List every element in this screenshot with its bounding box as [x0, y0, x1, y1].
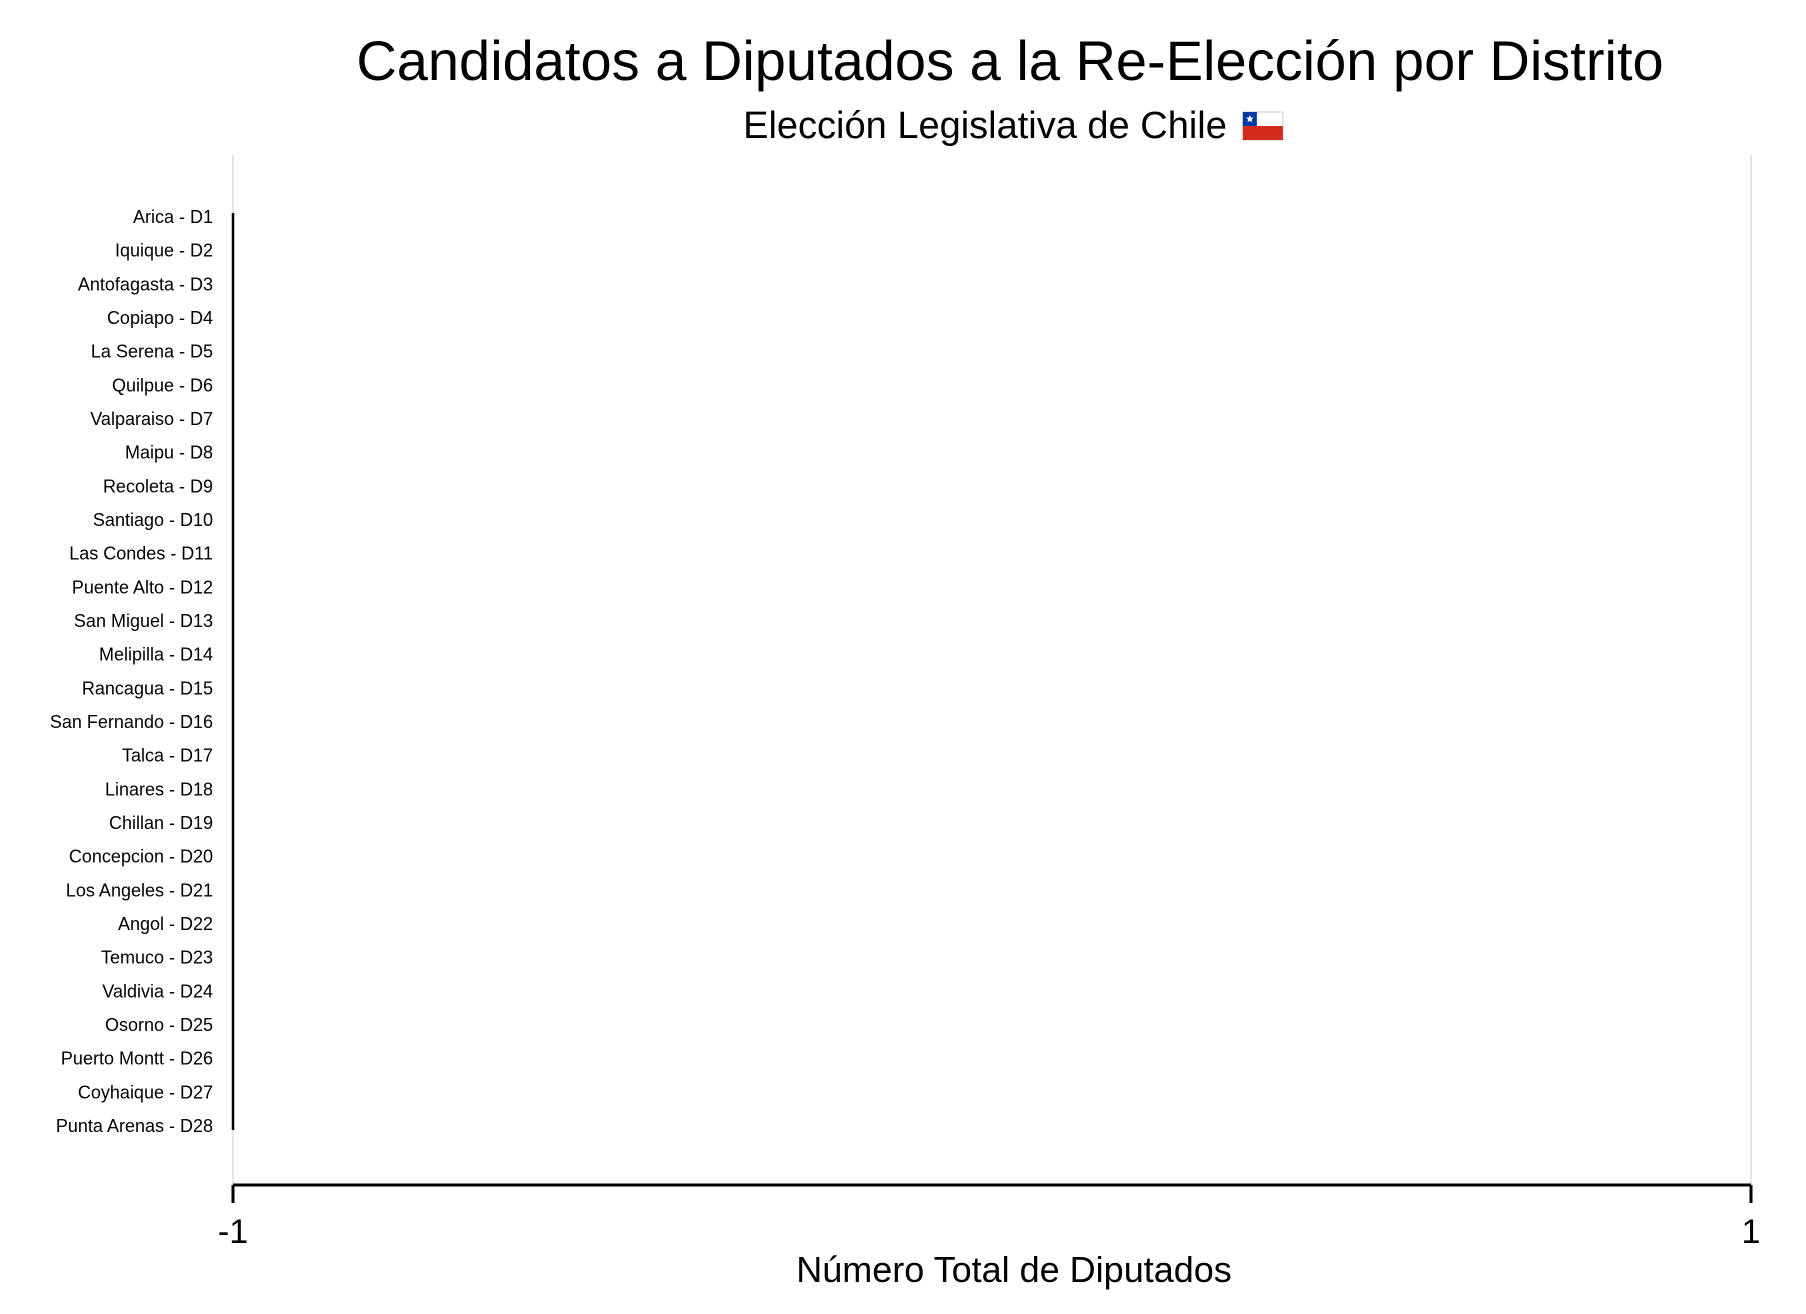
category-label: Arica - D1 [133, 207, 213, 227]
chart-title: Candidatos a Diputados a la Re-Elección … [356, 29, 1663, 92]
category-label: Coyhaique - D27 [78, 1082, 213, 1102]
category-label: Melipilla - D14 [99, 645, 213, 665]
category-label: Angol - D22 [118, 914, 213, 934]
category-label: Rancagua - D15 [82, 678, 213, 698]
category-label: La Serena - D5 [91, 342, 213, 362]
x-tick-label: -1 [218, 1213, 248, 1251]
category-label: Valdivia - D24 [102, 981, 213, 1001]
x-tick-label: 1 [1742, 1213, 1761, 1251]
category-label: Chillan - D19 [109, 813, 213, 833]
category-label: Osorno - D25 [105, 1015, 213, 1035]
category-label: Valparaiso - D7 [90, 409, 213, 429]
category-label: Punta Arenas - D28 [56, 1116, 213, 1136]
category-label: Los Angeles - D21 [66, 880, 213, 900]
category-label: Antofagasta - D3 [78, 274, 213, 294]
x-axis-title: Número Total de Diputados [796, 1249, 1232, 1290]
flag-star [1246, 115, 1254, 123]
category-label: Temuco - D23 [101, 948, 213, 968]
chart-subtitle: Elección Legislativa de Chile [743, 105, 1227, 147]
category-label: San Miguel - D13 [74, 611, 213, 631]
category-label: Copiapo - D4 [107, 308, 213, 328]
category-label: Santiago - D10 [93, 510, 213, 530]
category-label: Quilpue - D6 [112, 375, 213, 395]
category-label: Puerto Montt - D26 [61, 1049, 213, 1069]
category-label: Las Condes - D11 [69, 544, 213, 564]
plot-frame [232, 155, 1752, 1185]
category-label: Recoleta - D9 [103, 476, 213, 496]
y-axis-category-labels: Arica - D1 Iquique - D2 Antofagasta - D3 Co… [50, 207, 213, 1136]
x-axis: -1 1 [218, 1183, 1761, 1251]
category-label: Concepcion - D20 [69, 847, 213, 867]
category-label: Iquique - D2 [115, 241, 213, 261]
category-label: Talca - D17 [122, 746, 213, 766]
flag-red-stripe [1242, 126, 1283, 140]
category-label: San Fernando - D16 [50, 712, 213, 732]
category-label: Maipu - D8 [125, 443, 213, 463]
category-label: Linares - D18 [105, 779, 213, 799]
category-label: Puente Alto - D12 [72, 577, 213, 597]
chile-flag-icon [1242, 111, 1284, 141]
